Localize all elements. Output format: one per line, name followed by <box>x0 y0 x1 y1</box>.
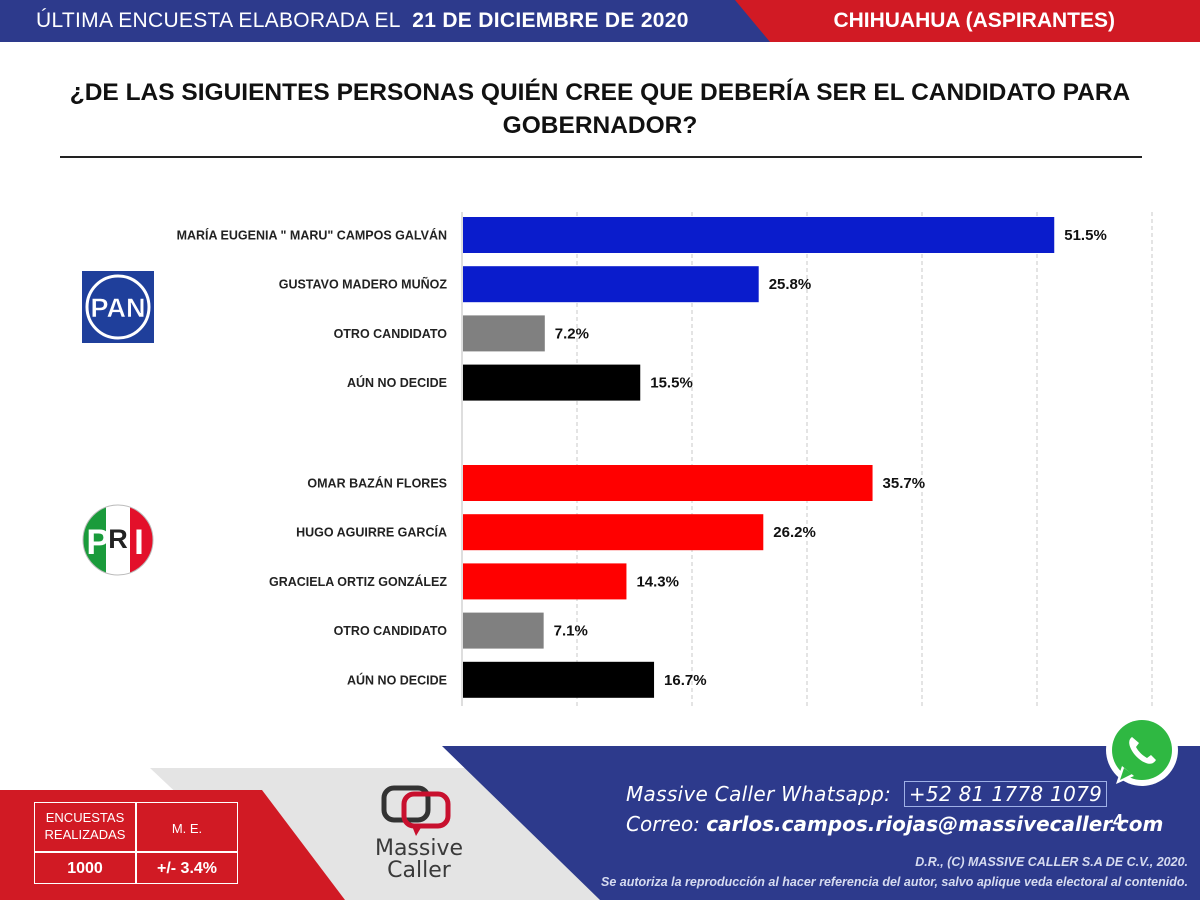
disclaimer-text: Se autoriza la reproducción al hacer ref… <box>600 875 1188 889</box>
bar-pan-2 <box>463 315 545 352</box>
category-label: HUGO AGUIRRE GARCÍA <box>296 525 447 540</box>
pri-letter-i: I <box>134 523 144 562</box>
bar-pri-2 <box>463 563 627 600</box>
whatsapp-number[interactable]: +52 81 1778 1079 <box>903 781 1108 807</box>
value-label: 7.1% <box>554 623 588 640</box>
email-link[interactable]: carlos.campos.riojas@massivecaller.com <box>706 812 1164 836</box>
bar-pan-0 <box>463 217 1055 253</box>
category-label: OMAR BAZÁN FLORES <box>307 476 447 491</box>
me-label: M. E. <box>171 821 203 836</box>
bar-pan-1 <box>463 266 759 303</box>
massive-caller-logo-icon <box>381 785 451 836</box>
category-label: AÚN NO DECIDE <box>347 375 447 390</box>
survey-date: 21 DE DICIEMBRE DE 2020 <box>412 9 689 32</box>
email-line: Correo: carlos.campos.riojas@massivecall… <box>626 812 1163 836</box>
value-label: 51.5% <box>1064 227 1107 244</box>
stats-table: ENCUESTAS REALIZADAS M. E. 1000 +/- 3.4% <box>34 802 238 884</box>
whatsapp-line: Massive Caller Whatsapp: +52 81 1778 107… <box>626 781 1108 807</box>
pan-logo: PAN <box>82 271 154 343</box>
survey-date-line: ÚLTIMA ENCUESTA ELABORADA EL 21 DE DICIE… <box>36 9 689 33</box>
value-label: 35.7% <box>883 475 926 492</box>
bar-pan-3 <box>463 364 641 401</box>
bar-pri-1 <box>463 514 764 551</box>
email-label: Correo: <box>626 812 700 836</box>
value-label: 26.2% <box>773 524 816 541</box>
bar-chart: MARÍA EUGENIA " MARU" CAMPOS GALVÁN 51.5%… <box>177 212 1153 706</box>
surveys-label: ENCUESTAS REALIZADAS <box>44 810 126 842</box>
value-label: 7.2% <box>555 325 589 342</box>
title-rule <box>60 156 1142 158</box>
page-number: 4 <box>1113 811 1124 831</box>
value-label: 16.7% <box>664 672 707 689</box>
massive-caller-brand: Massive Caller <box>364 838 474 882</box>
surveys-value: 1000 <box>67 860 103 877</box>
survey-label: ÚLTIMA ENCUESTA ELABORADA EL <box>36 9 400 32</box>
me-value: +/- 3.4% <box>156 860 218 877</box>
bar-pri-0 <box>463 465 873 501</box>
pri-letter-p: P <box>86 523 109 562</box>
header-red-segment <box>735 0 1200 42</box>
category-label: GUSTAVO MADERO MUÑOZ <box>279 277 448 292</box>
bar-pri-3 <box>463 612 544 649</box>
pri-logo: P R I <box>82 504 154 576</box>
brand-line1: Massive <box>374 836 464 861</box>
pan-logo-text: PAN <box>90 293 145 323</box>
bar-pri-4 <box>463 661 655 698</box>
value-label: 15.5% <box>650 375 693 392</box>
category-label: AÚN NO DECIDE <box>347 672 447 687</box>
category-label: OTRO CANDIDATO <box>334 624 448 638</box>
brand-line2: Caller <box>387 858 451 883</box>
header-band <box>0 0 1200 42</box>
copyright-text: D.R., (C) MASSIVE CALLER S.A DE C.V., 20… <box>915 855 1188 869</box>
question-title: ¿DE LAS SIGUIENTES PERSONAS QUIÉN CREE Q… <box>69 79 1131 139</box>
category-label: OTRO CANDIDATO <box>334 327 448 341</box>
category-label: MARÍA EUGENIA " MARU" CAMPOS GALVÁN <box>177 228 447 243</box>
region-title: CHIHUAHUA (ASPIRANTES) <box>833 9 1115 32</box>
whatsapp-label: Massive Caller Whatsapp: <box>626 782 892 806</box>
pri-letter-r: R <box>108 524 128 554</box>
value-label: 25.8% <box>769 276 812 293</box>
category-label: GRACIELA ORTIZ GONZÁLEZ <box>269 574 447 589</box>
value-label: 14.3% <box>636 573 679 590</box>
whatsapp-icon[interactable] <box>1100 710 1184 794</box>
